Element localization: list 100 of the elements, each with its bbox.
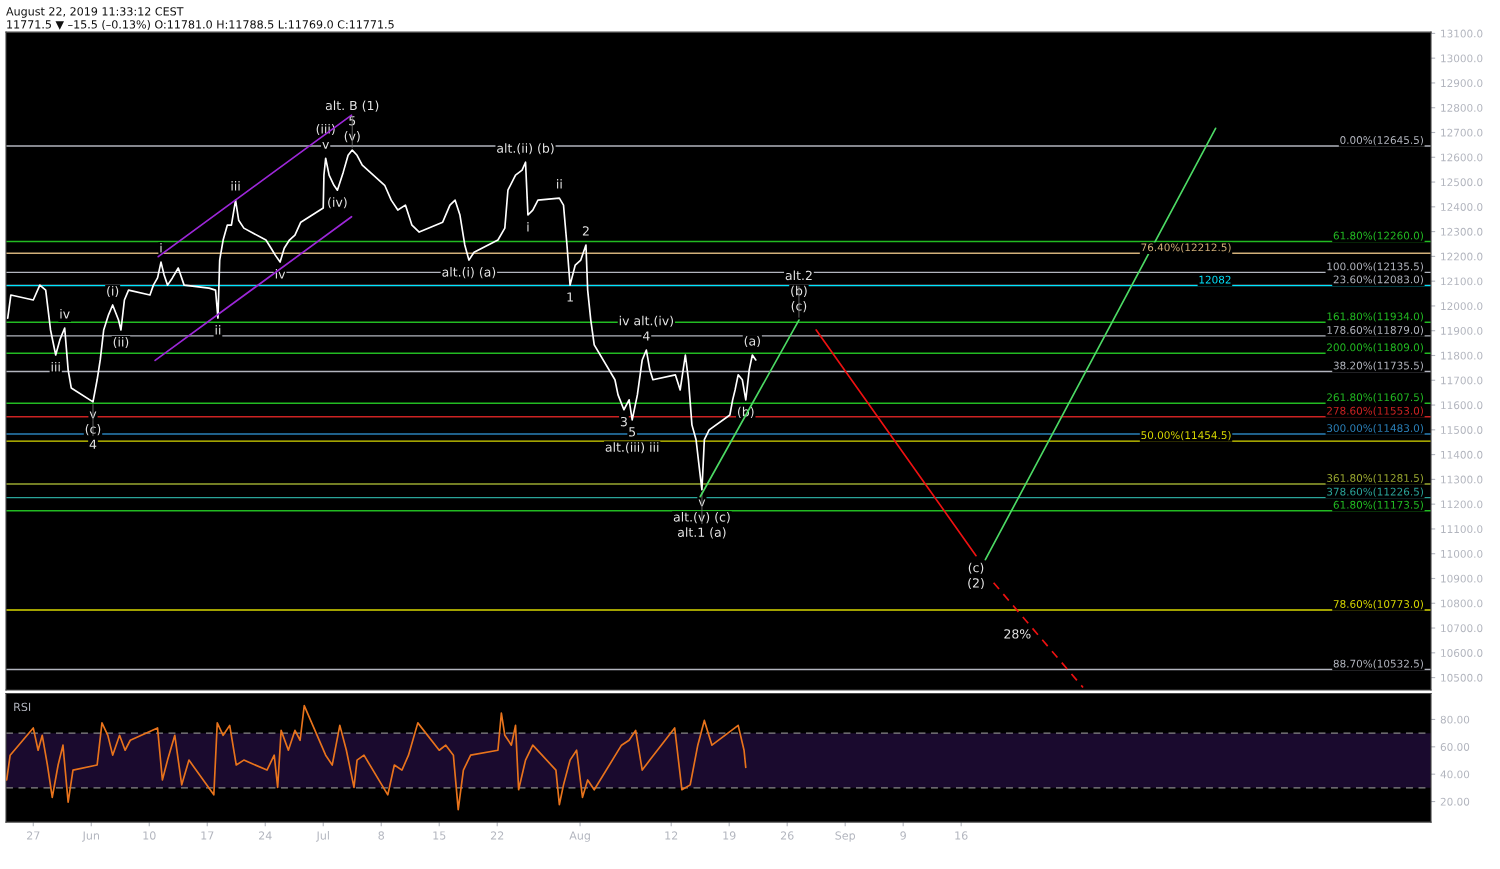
x-tick-label: 15: [433, 831, 446, 840]
annotation: v: [89, 411, 97, 419]
y-tick-label: 11300.0: [1441, 475, 1483, 484]
x-tick-label: 27: [27, 831, 40, 840]
x-tick-label: Aug: [569, 831, 590, 842]
annotation: (v): [344, 131, 360, 143]
annotation: iii: [51, 361, 60, 372]
y-tick-label: 10700.0: [1441, 624, 1483, 633]
y-tick-label: 12300.0: [1441, 227, 1483, 236]
annotation: (c): [85, 424, 101, 436]
annotation: 4: [89, 439, 97, 449]
y-tick-label: 10600.0: [1441, 649, 1483, 657]
x-tick-label: 24: [258, 831, 272, 840]
y-tick-label: 11200.0: [1441, 500, 1483, 509]
y-tick-label: 20.00: [1440, 797, 1470, 806]
y-tick-label: 12700.0: [1441, 128, 1483, 137]
annotation: alt.(v) (c): [673, 512, 730, 524]
ref-line-label: 23.60%(12083.0): [1333, 275, 1423, 285]
x-tick-label: Sep: [835, 831, 856, 842]
annotation: alt.1 (a): [678, 527, 726, 539]
annotation: 5: [349, 116, 356, 126]
y-tick-label: 11800.0: [1441, 351, 1483, 360]
x-tick-label: Jul: [315, 831, 329, 842]
annotation: (i): [107, 285, 119, 298]
y-tick-label: 12000.0: [1441, 302, 1483, 311]
y-tick-label: 60.00: [1440, 743, 1470, 751]
y-tick-label: 10500.0: [1441, 673, 1483, 682]
ref-line-label: 361.80%(11281.5): [1327, 473, 1423, 484]
text: 11771.5 ▼ –15.5 (–0.13%) O:11781.0 H:11788.5 L:11769.0 C:11771.5: [7, 20, 394, 30]
y-tick-label: 11400.0: [1441, 450, 1483, 459]
ref-line-label: 278.60%(11553.0): [1327, 406, 1423, 416]
y-tick-label: 11700.0: [1441, 376, 1483, 385]
y-tick-label: 10900.0: [1441, 574, 1483, 583]
ref-line-label: 261.80%(11607.5): [1327, 393, 1423, 403]
annotation: i: [160, 243, 162, 253]
annotation: alt. B (1): [325, 100, 379, 112]
ref-line-label: 78.60%(10773.0): [1333, 599, 1423, 610]
annotation: iv: [275, 269, 286, 279]
text: RSI: [14, 702, 31, 712]
y-tick-label: 12200.0: [1441, 252, 1483, 261]
annotation: 28%: [1004, 629, 1031, 639]
annotation: (c): [968, 562, 984, 574]
annotation: (b): [791, 285, 807, 297]
y-tick-label: 12100.0: [1441, 277, 1483, 286]
annotation: (2): [968, 577, 984, 590]
annotation: iii: [231, 181, 240, 191]
ref-line-label: 88.70%(10532.5): [1333, 659, 1423, 669]
annotation: i: [527, 221, 529, 232]
y-tick-label: 10800.0: [1441, 599, 1483, 608]
annotation: alt.(ii) (b): [497, 143, 554, 155]
annotation: 3: [620, 416, 627, 427]
ref-line-label: 378.60%(11226.5): [1327, 487, 1423, 497]
y-tick-label: 12600.0: [1441, 153, 1483, 162]
annotation: alt.(iii) iii: [605, 442, 659, 454]
annotation: 2: [582, 226, 589, 236]
annotation: 4: [642, 331, 650, 341]
ref-line-label: 76.40%(12212.5): [1141, 243, 1231, 253]
ref-line-label: 50.00%(11454.5): [1141, 431, 1231, 441]
annotation: (iv): [328, 197, 347, 209]
ref-line-label: 200.00%(11809.0): [1327, 343, 1423, 353]
x-tick-label: 12: [665, 831, 678, 840]
x-tick-label: 17: [201, 831, 214, 840]
y-tick-label: 12400.0: [1441, 203, 1483, 211]
x-tick-label: 19: [723, 831, 736, 840]
annotation: (a): [744, 335, 760, 348]
ref-line-label: 0.00%(12645.5): [1340, 135, 1423, 146]
x-tick-label: 8: [378, 831, 385, 840]
y-tick-label: 12900.0: [1441, 79, 1483, 88]
annotation: (ii): [113, 336, 129, 349]
y-tick-label: 11000.0: [1441, 549, 1483, 558]
annotation: ii: [215, 325, 221, 335]
ref-line-label: 300.00%(11483.0): [1327, 423, 1423, 434]
x-tick-label: 10: [143, 831, 156, 840]
y-tick-label: 11600.0: [1441, 401, 1483, 410]
annotation: 1: [567, 292, 573, 302]
annotation: 5: [629, 427, 636, 437]
y-tick-label: 11500.0: [1441, 426, 1483, 434]
annotation: v: [322, 141, 329, 149]
annotation: v: [698, 499, 706, 507]
text: August 22, 2019 11:33:12 CEST: [6, 7, 184, 18]
y-tick-label: 13000.0: [1441, 54, 1483, 63]
ref-line-label: 161.80%(11934.0): [1327, 312, 1423, 322]
y-tick-label: 11900.0: [1441, 326, 1483, 335]
annotation: iv: [60, 308, 70, 319]
ref-line-label: 178.60%(11879.0): [1327, 325, 1423, 336]
ref-line-label: 12082: [1199, 275, 1231, 284]
annotation: alt.2: [785, 270, 812, 281]
line-series: [6, 704, 747, 811]
x-tick-label: 26: [780, 831, 794, 840]
y-tick-label: 40.00: [1440, 770, 1470, 779]
y-tick-label: 12500.0: [1441, 178, 1483, 187]
x-tick-label: 9: [900, 831, 906, 840]
y-tick-label: 12800.0: [1441, 103, 1483, 112]
ref-line-label: 38.20%(11735.5): [1333, 361, 1423, 371]
y-tick-label: 11100.0: [1441, 525, 1483, 534]
y-tick-label: 13100.0: [1441, 29, 1483, 38]
ref-line-label: 61.80%(11173.5): [1333, 500, 1423, 510]
ref-line-label: 61.80%(12260.0): [1333, 231, 1423, 241]
annotation: alt.(i) (a): [442, 267, 496, 279]
x-tick-label: 22: [490, 831, 504, 840]
